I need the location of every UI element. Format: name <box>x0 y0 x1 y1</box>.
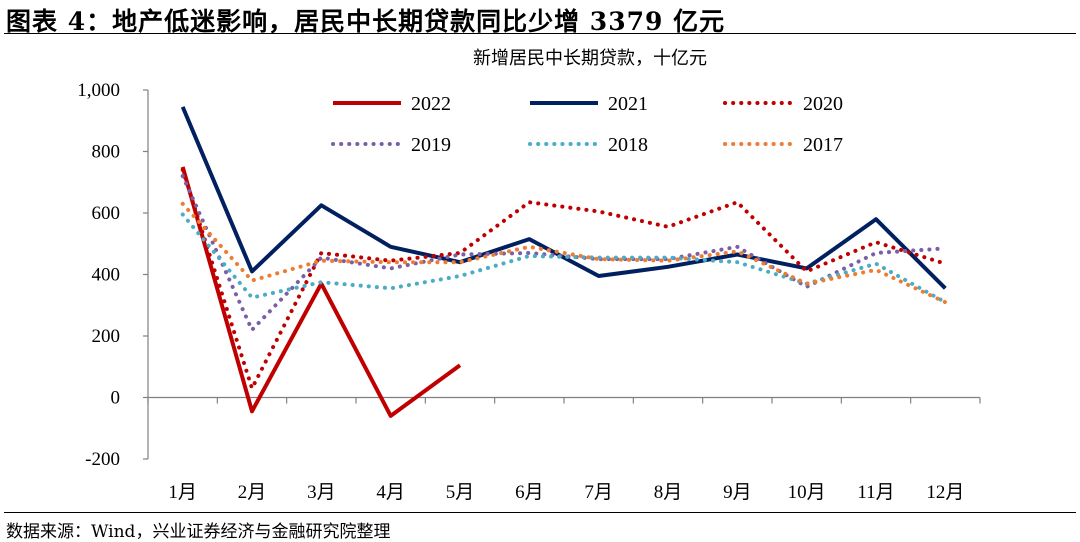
legend-label: 2019 <box>411 134 451 156</box>
line-chart: 新增居民中长期贷款，十亿元 -200 0 200 400 600 800 1,000 1月 2月… <box>77 48 981 503</box>
x-tick-label: 3月 <box>307 482 336 503</box>
y-tick-label: -200 <box>85 449 120 470</box>
legend-item-2021: 2021 <box>530 93 648 115</box>
legend-label: 2022 <box>411 93 451 115</box>
y-tick-label: 0 <box>111 388 121 409</box>
legend-item-2020: 2020 <box>723 93 843 115</box>
y-tick-label: 1,000 <box>77 80 120 101</box>
legend-label: 2017 <box>803 134 843 156</box>
y-tick-label: 800 <box>92 142 121 163</box>
chart-title: 新增居民中长期贷款，十亿元 <box>473 48 707 69</box>
y-tick-label: 400 <box>92 265 121 286</box>
series-line-2020 <box>180 167 948 391</box>
y-tick-label: 200 <box>92 326 121 347</box>
legend-label: 2020 <box>803 93 843 115</box>
x-tick-label: 8月 <box>654 482 683 503</box>
x-tick-label: 2月 <box>238 482 267 503</box>
source-rule <box>4 512 1076 513</box>
x-tick-label: 4月 <box>376 482 405 503</box>
y-tick-label: 600 <box>92 203 121 224</box>
x-tick-label: 6月 <box>515 482 544 503</box>
legend: 2022 2021 2020 2019 2018 2017 <box>331 93 843 156</box>
axes: -200 0 200 400 600 800 1,000 1月 2月 3月 4月 5月 6月 7月 8月 9月… <box>77 80 981 503</box>
x-tick-label: 12月 <box>926 482 964 503</box>
legend-item-2019: 2019 <box>331 134 451 156</box>
x-tick-label: 1月 <box>168 482 197 503</box>
x-tick-label: 7月 <box>584 482 613 503</box>
series-line-2019 <box>180 174 948 332</box>
x-tick-label: 9月 <box>723 482 752 503</box>
x-tick-label: 5月 <box>446 482 475 503</box>
legend-item-2022: 2022 <box>333 93 451 115</box>
title-rule <box>4 33 1076 34</box>
source-note: 数据来源：Wind，兴业证券经济与金融研究院整理 <box>6 522 391 542</box>
legend-item-2017: 2017 <box>723 134 843 156</box>
legend-item-2018: 2018 <box>528 134 648 156</box>
legend-label: 2021 <box>608 93 648 115</box>
x-tick-label: 11月 <box>857 482 894 503</box>
series-line-2021 <box>180 106 947 290</box>
x-tick-label: 10月 <box>788 482 826 503</box>
series-layer <box>180 106 948 418</box>
figure-title: 图表 4：地产低迷影响，居民中长期贷款同比少增 3379 亿元 <box>6 7 726 36</box>
series-line-2017 <box>180 201 948 305</box>
legend-label: 2018 <box>608 134 648 156</box>
